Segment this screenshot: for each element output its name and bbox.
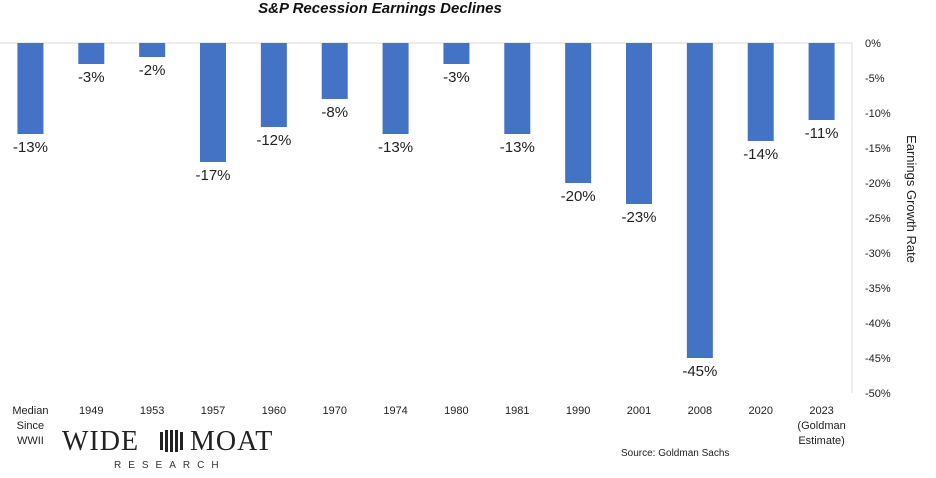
bar xyxy=(504,43,531,134)
x-tick-label: 2023 xyxy=(809,405,833,417)
x-tick-label: (Goldman xyxy=(797,420,845,432)
y-tick-label: -25% xyxy=(865,213,891,225)
bar-data-label: -2% xyxy=(139,62,166,79)
wide-moat-logo: WIDE MOAT RESEARCH xyxy=(62,426,272,476)
bar xyxy=(17,43,44,134)
x-tick-label: 1949 xyxy=(79,405,103,417)
y-tick-label: -10% xyxy=(865,108,891,120)
logo-mark-icon xyxy=(160,430,183,452)
logo-word-wide: WIDE xyxy=(62,426,140,457)
y-tick-label: -30% xyxy=(865,248,891,260)
bar-data-label: -20% xyxy=(561,188,596,205)
bar xyxy=(200,43,226,162)
bar xyxy=(260,43,287,127)
x-tick-label: Median xyxy=(12,405,48,417)
x-tick-label: 2008 xyxy=(688,405,712,417)
bar-data-label: -3% xyxy=(78,69,105,86)
y-tick-label: -40% xyxy=(865,318,891,330)
x-tick-label: 1981 xyxy=(505,405,529,417)
bar xyxy=(808,43,835,120)
bar xyxy=(443,43,470,64)
y-tick-label: -5% xyxy=(865,73,885,85)
bar-data-label: -13% xyxy=(13,139,48,156)
logo-word-moat: MOAT xyxy=(190,426,274,457)
bar xyxy=(321,43,348,99)
bar-data-label: -23% xyxy=(621,209,656,226)
chart-title: S&P Recession Earnings Declines xyxy=(258,0,502,17)
bar-data-label: -11% xyxy=(805,125,839,142)
bar-data-label: -13% xyxy=(500,139,535,156)
bar xyxy=(686,43,713,358)
bar xyxy=(139,43,166,57)
x-tick-label: 1953 xyxy=(140,405,164,417)
bar xyxy=(78,43,105,64)
x-tick-label: 2001 xyxy=(627,405,651,417)
y-axis-label: Earnings Growth Rate xyxy=(904,135,919,263)
y-tick-label: -35% xyxy=(865,283,891,295)
x-tick-label: 1974 xyxy=(383,405,407,417)
x-tick-label: Estimate) xyxy=(798,435,844,447)
x-tick-label: 1960 xyxy=(262,405,286,417)
y-tick-label: -50% xyxy=(865,388,891,400)
bar-data-label: -14% xyxy=(743,146,778,163)
bar xyxy=(565,43,592,183)
bar-data-label: -45% xyxy=(682,363,717,380)
x-tick-label: 1957 xyxy=(201,405,225,417)
bar-data-label: -8% xyxy=(321,104,348,121)
source-note: Source: Goldman Sachs xyxy=(621,448,730,459)
bar xyxy=(626,43,652,204)
y-tick-label: 0% xyxy=(865,38,881,50)
bar-data-label: -17% xyxy=(195,167,230,184)
bar-data-label: -3% xyxy=(443,69,470,86)
x-tick-label: 1990 xyxy=(566,405,590,417)
y-tick-label: -45% xyxy=(865,353,891,365)
x-tick-label: 1980 xyxy=(444,405,468,417)
bar xyxy=(747,43,774,141)
x-tick-label: Since xyxy=(17,420,45,432)
x-tick-label: 2020 xyxy=(748,405,772,417)
x-tick-label: 1970 xyxy=(322,405,346,417)
x-tick-label: WWII xyxy=(17,435,44,447)
bar-data-label: -13% xyxy=(378,139,413,156)
logo-subtitle: RESEARCH xyxy=(114,460,226,471)
y-tick-label: -15% xyxy=(865,143,891,155)
y-tick-label: -20% xyxy=(865,178,891,190)
bar-data-label: -12% xyxy=(256,132,291,149)
bar xyxy=(382,43,409,134)
